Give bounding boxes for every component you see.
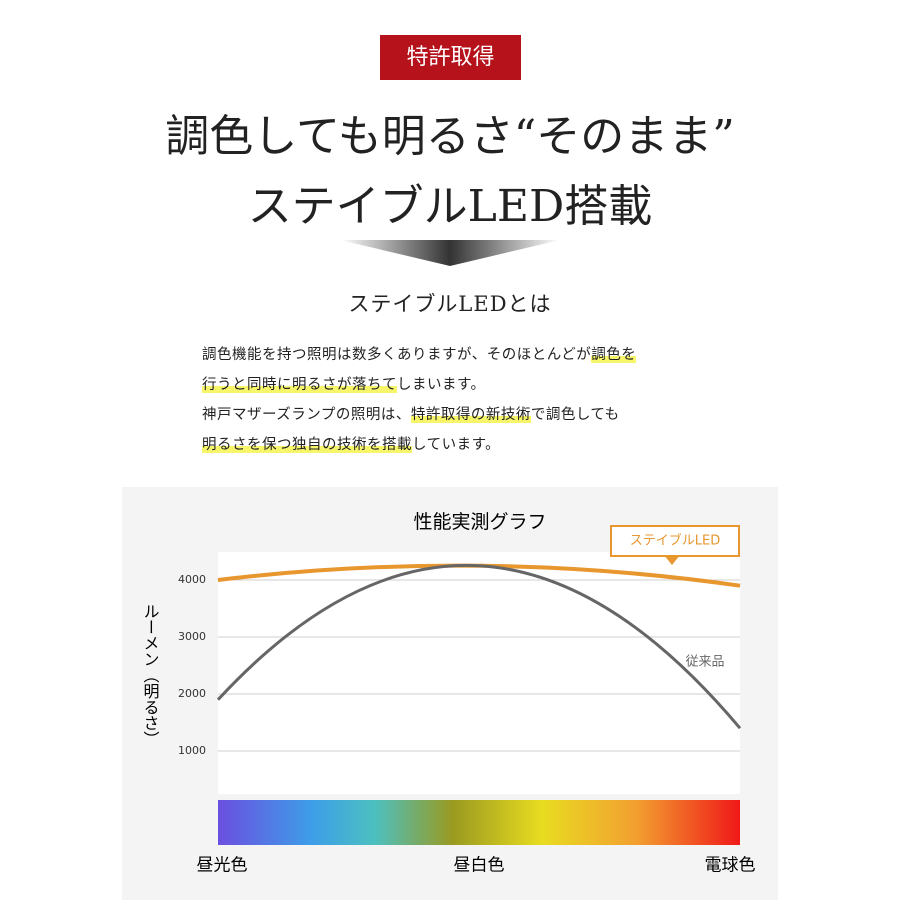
subheading: ステイブルLEDとは — [348, 292, 552, 316]
color-spectrum — [218, 800, 740, 845]
paragraph-line: 神戸マザーズランプの照明は、特許取得の新技術で調色しても — [202, 400, 636, 430]
headline: ステイブルLED搭載 — [247, 181, 653, 232]
paragraph: 調色機能を持つ照明は数多くありますが、そのほとんどが調色を 行うと同時に明るさが落… — [202, 340, 637, 460]
y-axis-label: ルーメン（明るさ） — [141, 603, 160, 747]
paragraph-line: 明るさを保つ独自の技術を搭載しています。 — [202, 430, 636, 460]
x-tick-label: 昼白色 — [454, 856, 505, 876]
legend-label: ステイブルLED — [630, 533, 720, 549]
chevron — [340, 240, 560, 266]
x-tick-label: 電球色 — [705, 856, 756, 876]
paragraph-line: 調色機能を持つ照明は数多くありますが、そのほとんどが調色を — [202, 340, 637, 370]
y-tick-label: 4000 — [178, 573, 206, 586]
text: 神戸マザーズランプの照明は、 — [202, 407, 411, 423]
text: で調色しても — [530, 407, 620, 423]
y-tick-label: 3000 — [178, 630, 206, 643]
text: しまいます。 — [397, 377, 486, 393]
plot-area — [218, 552, 740, 794]
legend-box — [610, 525, 740, 557]
y-tick-label: 1000 — [178, 744, 206, 757]
highlight-text: 行うと同時に明るさが落ちて — [202, 377, 397, 393]
text: 調色機能を持つ照明は数多くありますが、そのほとんどが — [202, 347, 592, 363]
chart-title: 性能実測グラフ — [413, 511, 546, 533]
legend-pointer — [664, 555, 680, 565]
y-tick-label: 2000 — [178, 687, 206, 700]
highlight-text: 明るさを保つ独自の技術を搭載 — [202, 437, 412, 453]
highlight-text: 調色を — [591, 347, 637, 363]
line-series — [216, 563, 742, 730]
series-label: 従来品 — [685, 655, 724, 670]
x-tick-label: 昼光色 — [197, 856, 248, 876]
text: しています。 — [412, 437, 501, 453]
headline: 調色しても明るさ“そのまま” — [165, 111, 735, 162]
badge: 特許取得 — [380, 35, 521, 80]
paragraph-line: 行うと同時に明るさが落ちてしまいます。 — [202, 370, 636, 400]
highlight-text: 特許取得の新技術 — [410, 407, 531, 423]
